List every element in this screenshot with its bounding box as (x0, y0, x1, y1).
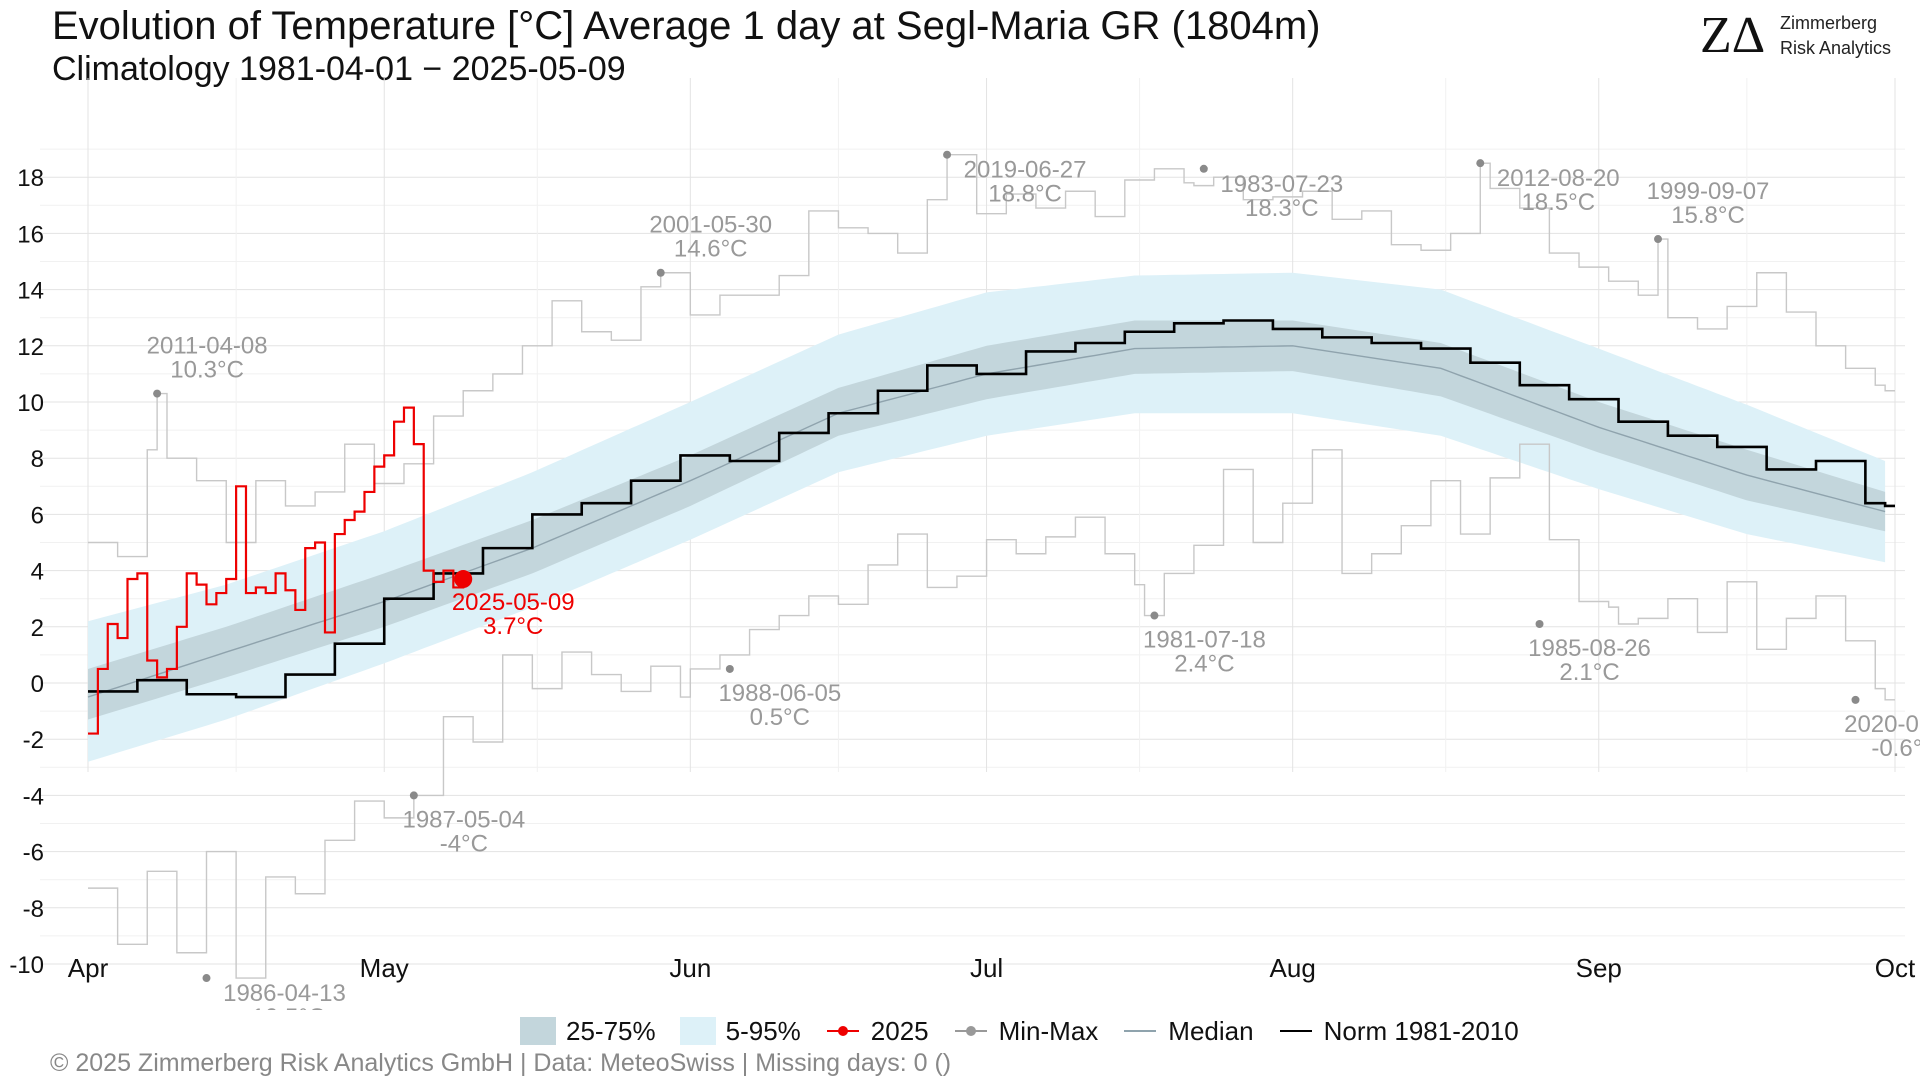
extreme-date-label: 2001-05-30 (649, 212, 772, 239)
y-tick-label: 2 (31, 615, 44, 642)
legend-item-median: Median (1122, 1015, 1254, 1047)
y-tick-label: 6 (31, 502, 44, 529)
x-tick-label: Jun (669, 953, 711, 983)
current-date-label: 2025-05-09 (452, 589, 575, 616)
extreme-date-label: 2020-09-27 (1844, 711, 1920, 738)
extreme-value-label: 18.3°C (1245, 195, 1319, 222)
extreme-point (1851, 695, 1860, 704)
x-tick-label: Jul (970, 953, 1003, 983)
y-tick-label: 12 (17, 334, 44, 361)
company-logo: ZΔ Zimmerberg Risk Analytics (1700, 8, 1910, 64)
y-tick-label: 10 (17, 390, 44, 417)
extreme-date-label: 2011-04-08 (147, 333, 268, 360)
extreme-value-label: -4°C (440, 830, 488, 857)
extreme-date-label: 1987-05-04 (402, 806, 525, 833)
extreme-point (1535, 619, 1544, 628)
legend-key-current (825, 1017, 861, 1045)
current-day-point (454, 570, 473, 589)
extreme-date-label: 1981-07-18 (1143, 627, 1266, 654)
extreme-value-label: 18.8°C (988, 181, 1062, 208)
y-tick-label: 4 (31, 559, 44, 586)
temperature-chart: 18 16 14 12 10 8 6 4 2 0 -2 -4 -6 -8 -10 Apr May Jun Jul Au… (9, 78, 1920, 1010)
extreme-point (1654, 235, 1663, 244)
legend-item-iqr: 25-75% (520, 1016, 656, 1047)
extreme-date-label: 1988-06-05 (718, 680, 841, 707)
series-norm-line (88, 319, 1895, 699)
extreme-value-label: 15.8°C (1671, 202, 1745, 229)
y-tick-label: -6 (23, 840, 44, 867)
series-min-line (88, 443, 1895, 979)
y-tick-label: 18 (17, 165, 44, 192)
legend-key-norm (1278, 1017, 1314, 1045)
extreme-value-label: 14.6°C (674, 236, 748, 263)
extreme-date-label: 1985-08-26 (1528, 635, 1651, 662)
extreme-point (725, 664, 734, 673)
extreme-date-label: 1983-07-23 (1220, 171, 1343, 198)
y-tick-label: 8 (31, 446, 44, 473)
legend-label-minmax: Min-Max (998, 1015, 1099, 1046)
legend-item-90: 5-95% (679, 1015, 801, 1047)
extreme-date-label: 1999-09-07 (1647, 178, 1770, 205)
chart-legend: 25-75% 5-95% 2025 Min-Max Median Norm 19… (520, 1011, 1543, 1051)
legend-label-norm: Norm 1981-2010 (1323, 1015, 1519, 1046)
logo-mark: ZΔ (1700, 7, 1766, 64)
x-tick-label: Oct (1875, 953, 1916, 983)
extreme-point (943, 150, 952, 159)
extreme-point (202, 974, 211, 983)
chart-subtitle: Climatology 1981-04-01 − 2025-05-09 (52, 50, 626, 88)
logo-line-1: Zimmerberg (1780, 13, 1878, 33)
legend-swatch-iqr (520, 1017, 556, 1045)
legend-key-median (1122, 1017, 1158, 1045)
extreme-value-label: -10.5°C (244, 1004, 326, 1010)
extreme-value-label: 0.5°C (750, 704, 810, 731)
legend-swatch-90 (679, 1017, 716, 1045)
chart-title: Evolution of Temperature [°C] Average 1 … (52, 4, 1321, 48)
y-tick-label: 14 (17, 278, 44, 305)
extreme-point (1199, 164, 1208, 173)
x-tick-label: Apr (68, 953, 109, 983)
extreme-date-label: 2019-06-27 (964, 157, 1087, 184)
extreme-value-label: -0.6°C (1871, 735, 1920, 762)
legend-label-90: 5-95% (725, 1015, 801, 1046)
x-tick-label: Sep (1576, 953, 1622, 983)
footer-credits: © 2025 Zimmerberg Risk Analytics GmbH | … (50, 1049, 952, 1077)
extreme-date-label: 1986-04-13 (223, 980, 346, 1007)
current-value-label: 3.7°C (483, 613, 543, 640)
legend-key-minmax (953, 1017, 989, 1045)
extreme-point (1476, 159, 1485, 168)
y-tick-label: -10 (9, 952, 44, 979)
series-2025-line (88, 406, 465, 735)
y-tick-label: -2 (23, 727, 44, 754)
legend-label-current: 2025 (870, 1015, 929, 1046)
legend-item-current: 2025 (825, 1016, 929, 1047)
x-tick-label: Aug (1270, 953, 1316, 983)
extreme-value-label: 10.3°C (170, 357, 244, 384)
extreme-point (1150, 611, 1159, 620)
y-tick-label: 0 (31, 671, 44, 698)
legend-label-iqr: 25-75% (566, 1015, 656, 1046)
extreme-point (153, 389, 162, 398)
logo-line-2: Risk Analytics (1780, 38, 1892, 58)
extreme-value-label: 2.1°C (1559, 659, 1619, 686)
legend-item-norm: Norm 1981-2010 (1278, 1016, 1519, 1047)
x-tick-label: May (360, 953, 409, 983)
extreme-value-label: 18.5°C (1521, 189, 1595, 216)
y-tick-label: -8 (23, 896, 44, 923)
legend-label-median: Median (1168, 1015, 1254, 1046)
legend-item-minmax: Min-Max (953, 1015, 1099, 1047)
y-tick-label: 16 (17, 221, 44, 248)
extreme-point (409, 791, 418, 800)
y-tick-label: -4 (23, 783, 44, 810)
extreme-date-label: 2012-08-20 (1497, 165, 1620, 192)
extreme-point (656, 268, 665, 277)
extreme-value-label: 2.4°C (1174, 651, 1234, 678)
